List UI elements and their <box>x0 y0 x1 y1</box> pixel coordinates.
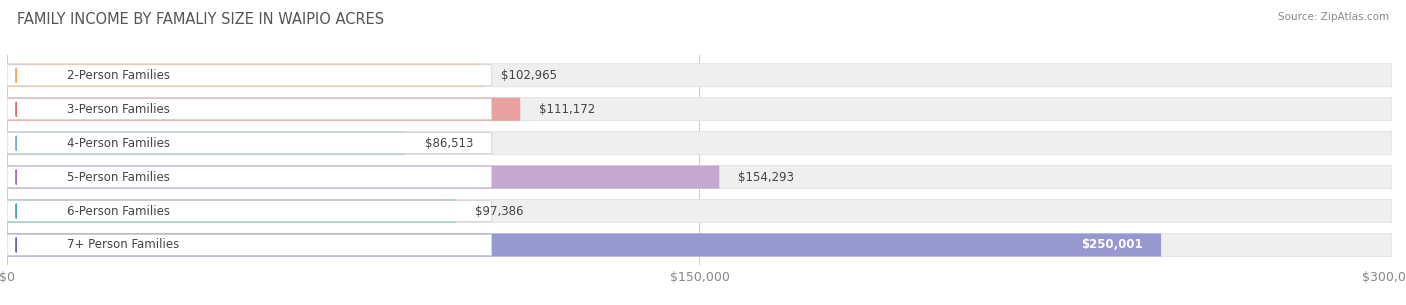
Text: $97,386: $97,386 <box>475 205 523 217</box>
Text: 3-Person Families: 3-Person Families <box>67 103 170 116</box>
FancyBboxPatch shape <box>7 233 1161 257</box>
FancyBboxPatch shape <box>7 64 482 87</box>
FancyBboxPatch shape <box>7 64 1392 87</box>
Text: 4-Person Families: 4-Person Families <box>67 137 170 150</box>
Text: 6-Person Families: 6-Person Families <box>67 205 170 217</box>
Text: 7+ Person Families: 7+ Person Families <box>67 239 180 252</box>
FancyBboxPatch shape <box>7 132 1392 155</box>
FancyBboxPatch shape <box>7 133 492 154</box>
Text: $154,293: $154,293 <box>738 170 794 184</box>
FancyBboxPatch shape <box>7 65 492 86</box>
FancyBboxPatch shape <box>7 167 492 188</box>
FancyBboxPatch shape <box>7 166 1392 188</box>
FancyBboxPatch shape <box>7 98 1392 121</box>
Text: FAMILY INCOME BY FAMALIY SIZE IN WAIPIO ACRES: FAMILY INCOME BY FAMALIY SIZE IN WAIPIO … <box>17 12 384 27</box>
Text: 5-Person Families: 5-Person Families <box>67 170 170 184</box>
FancyBboxPatch shape <box>7 200 492 221</box>
FancyBboxPatch shape <box>7 233 1392 257</box>
Text: Source: ZipAtlas.com: Source: ZipAtlas.com <box>1278 12 1389 22</box>
FancyBboxPatch shape <box>7 199 457 223</box>
Text: $250,001: $250,001 <box>1081 239 1143 252</box>
FancyBboxPatch shape <box>7 98 520 121</box>
FancyBboxPatch shape <box>7 132 406 155</box>
FancyBboxPatch shape <box>7 99 492 120</box>
Text: $86,513: $86,513 <box>425 137 474 150</box>
FancyBboxPatch shape <box>7 166 720 188</box>
Text: 2-Person Families: 2-Person Families <box>67 69 170 82</box>
FancyBboxPatch shape <box>7 235 492 256</box>
FancyBboxPatch shape <box>7 199 1392 223</box>
Text: $111,172: $111,172 <box>538 103 595 116</box>
Text: $102,965: $102,965 <box>501 69 557 82</box>
